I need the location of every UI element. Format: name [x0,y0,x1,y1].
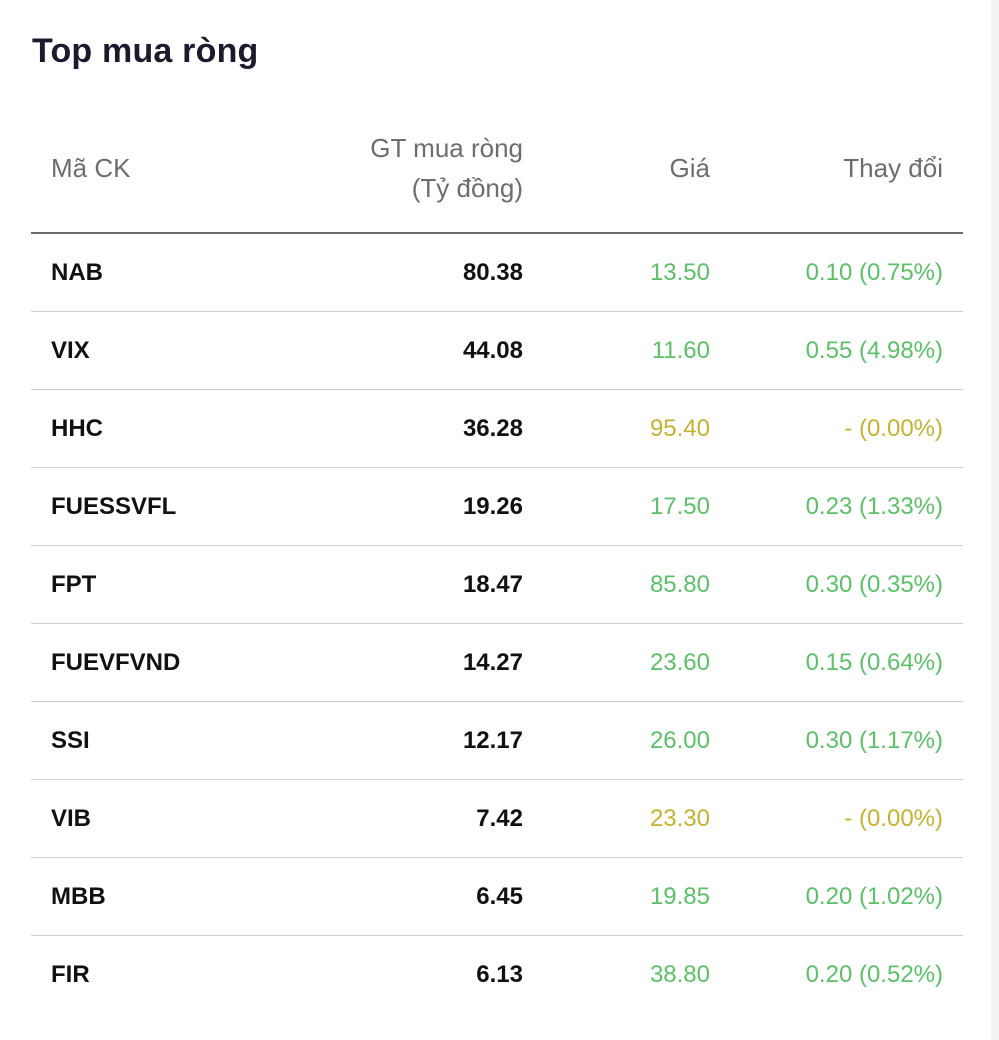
price: 38.80 [649,961,710,988]
table-row[interactable]: NAB 80.38 13.50 0.10 (0.75%) [31,234,963,312]
header-net-buy-value-line2: (Tỷ đồng) [411,173,523,203]
net-buy-value: 12.17 [462,727,523,754]
stock-code[interactable]: HHC [51,415,103,442]
net-buy-value: 80.38 [462,259,523,286]
price-change: 0.23 (1.33%) [805,493,943,520]
net-buy-value: 7.42 [476,805,523,832]
price: 85.80 [649,571,710,598]
price: 23.60 [649,649,710,676]
price: 95.40 [649,415,710,442]
header-net-buy-value-line1: GT mua ròng [370,133,523,163]
net-buy-value: 44.08 [462,337,523,364]
net-buy-table: Mã CK GT mua ròng (Tỷ đồng) Giá Thay đổi… [31,128,963,1013]
net-buy-value: 18.47 [462,571,523,598]
stock-code[interactable]: FPT [51,571,97,598]
price: 19.85 [649,883,710,910]
price-change: 0.30 (0.35%) [805,571,943,598]
table-row[interactable]: HHC 36.28 95.40 - (0.00%) [31,390,963,468]
stock-code[interactable]: NAB [51,259,103,286]
price: 17.50 [649,493,710,520]
stock-code[interactable]: FUEVFVND [51,649,181,676]
price: 26.00 [649,727,710,754]
net-buy-value: 6.13 [476,961,523,988]
price-change: - (0.00%) [844,415,943,442]
net-buy-value: 19.26 [462,493,523,520]
header-change: Thay đổi [843,153,943,183]
price-change: 0.10 (0.75%) [805,259,943,286]
stock-code[interactable]: FUESSVFL [51,493,177,520]
price-change: 0.15 (0.64%) [805,649,943,676]
table-row[interactable]: VIB 7.42 23.30 - (0.00%) [31,780,963,858]
price-change: - (0.00%) [844,805,943,832]
table-row[interactable]: MBB 6.45 19.85 0.20 (1.02%) [31,858,963,936]
table-row[interactable]: VIX 44.08 11.60 0.55 (4.98%) [31,312,963,390]
price: 23.30 [649,805,710,832]
table-header: Mã CK GT mua ròng (Tỷ đồng) Giá Thay đổi [31,128,963,234]
price: 11.60 [651,337,710,364]
stock-code[interactable]: SSI [51,727,90,754]
header-code: Mã CK [51,153,131,183]
section-title: Top mua ròng [32,32,259,70]
price: 13.50 [649,259,710,286]
table-row[interactable]: FPT 18.47 85.80 0.30 (0.35%) [31,546,963,624]
price-change: 0.20 (0.52%) [805,961,943,988]
table-row[interactable]: FIR 6.13 38.80 0.20 (0.52%) [31,936,963,1013]
header-net-buy-value: GT mua ròng (Tỷ đồng) [370,128,523,208]
header-price: Giá [669,153,710,183]
table-row[interactable]: FUESSVFL 19.26 17.50 0.23 (1.33%) [31,468,963,546]
page-edge [991,0,999,1040]
table-row[interactable]: FUEVFVND 14.27 23.60 0.15 (0.64%) [31,624,963,702]
net-buy-value: 6.45 [476,883,523,910]
net-buy-value: 14.27 [462,649,523,676]
table-body: NAB 80.38 13.50 0.10 (0.75%) VIX 44.08 11.60 0.… [31,234,963,1013]
table-row[interactable]: SSI 12.17 26.00 0.30 (1.17%) [31,702,963,780]
stock-code[interactable]: FIR [51,961,90,988]
stock-code[interactable]: VIB [51,805,92,832]
stock-code[interactable]: VIX [51,337,90,364]
price-change: 0.20 (1.02%) [805,883,943,910]
net-buy-value: 36.28 [462,415,523,442]
price-change: 0.55 (4.98%) [805,337,943,364]
price-change: 0.30 (1.17%) [805,727,943,754]
stock-code[interactable]: MBB [51,883,106,910]
